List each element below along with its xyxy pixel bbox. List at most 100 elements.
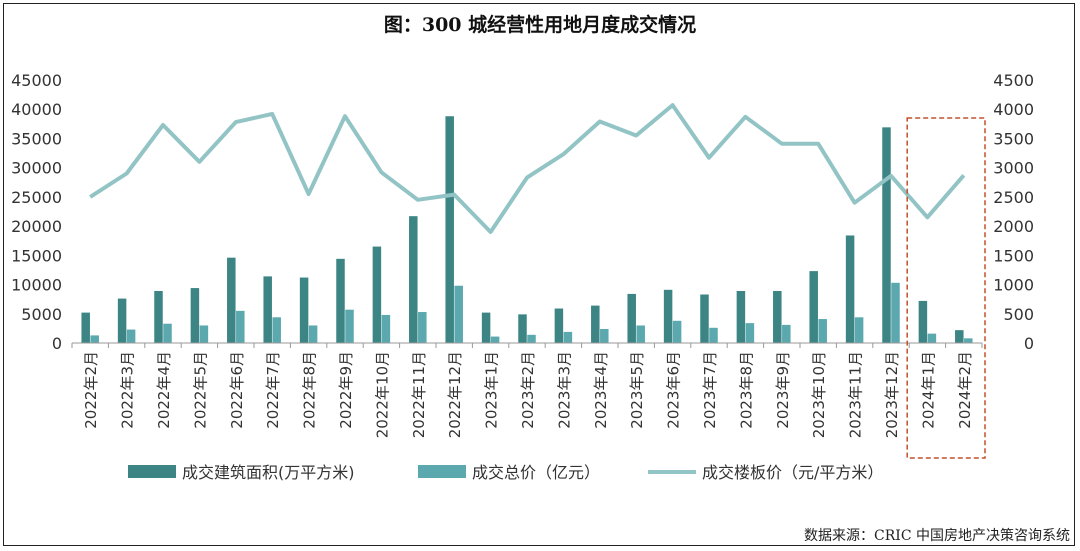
- price-bar: [272, 317, 281, 343]
- area-bar: [81, 312, 90, 343]
- right-axis-tick: 0: [1024, 334, 1034, 353]
- x-tick-label: 2023年7月: [701, 351, 719, 429]
- area-bar: [117, 298, 127, 343]
- area-bar: [918, 300, 928, 343]
- left-axis-tick: 25000: [11, 188, 62, 207]
- area-bar: [409, 216, 418, 343]
- x-tick-label: 2022年5月: [191, 351, 209, 429]
- line-series: [89, 103, 966, 234]
- price-bar: [927, 333, 937, 343]
- area-bar: [882, 127, 891, 343]
- x-tick-label: 2023年12月: [883, 351, 901, 438]
- price-bar: [308, 325, 318, 343]
- x-tick-label: 2022年4月: [155, 351, 173, 429]
- right-axis-tick: 4000: [993, 100, 1034, 119]
- legend-label: 成交总价（亿元）: [472, 463, 600, 482]
- x-tick-label: 2022年7月: [264, 351, 282, 429]
- left-axis-tick: 20000: [11, 217, 62, 236]
- price-bar: [964, 338, 973, 343]
- left-axis-tick: 40000: [11, 100, 62, 119]
- area-bar: [336, 258, 345, 343]
- right-axis-tick: 500: [1003, 305, 1034, 324]
- right-axis-tick: 2000: [993, 217, 1034, 236]
- x-tick-label: 2023年4月: [592, 351, 610, 429]
- area-bar: [445, 116, 454, 343]
- price-bar: [818, 319, 827, 343]
- area-bar: [627, 293, 636, 343]
- area-bar: [190, 288, 200, 343]
- x-tick-label: 2022年10月: [373, 351, 391, 438]
- left-axis-tick: 35000: [11, 129, 62, 148]
- area-bar: [299, 277, 309, 343]
- price-bar: [236, 310, 245, 343]
- price-bar: [490, 336, 500, 343]
- area-bar: [263, 276, 272, 343]
- price-bar: [418, 312, 427, 343]
- price-bar: [454, 285, 463, 343]
- area-bar: [845, 235, 855, 343]
- area-bar: [809, 271, 818, 343]
- x-axis-labels: 2022年2月 2022年3月 2022年4月 2022年5月 2022年6月 2022年…: [71, 343, 983, 438]
- price-bar: [672, 320, 682, 343]
- price-bar: [636, 325, 645, 343]
- left-axis-tick: 45000: [11, 71, 62, 90]
- x-tick-label: 2023年5月: [628, 351, 646, 429]
- area-bar: [955, 330, 964, 343]
- right-axis-tick: 4500: [993, 71, 1034, 90]
- left-axis-tick: 15000: [11, 246, 62, 265]
- left-axis-tick: 0: [52, 334, 62, 353]
- area-bar: [663, 289, 673, 343]
- price-bar: [600, 328, 609, 343]
- x-tick-label: 2022年3月: [119, 351, 137, 429]
- area-bar: [227, 257, 236, 343]
- legend-label: 成交楼板价（元/平方米）: [702, 463, 883, 482]
- right-axis-tick: 3500: [993, 129, 1034, 148]
- area-bar: [736, 290, 746, 343]
- price-bar: [709, 327, 718, 343]
- left-axis-tick: 30000: [11, 159, 62, 178]
- right-axis-tick: 1500: [993, 246, 1034, 265]
- area-bar: [591, 305, 600, 343]
- x-tick-label: 2023年11月: [847, 351, 865, 438]
- area-bar: [554, 308, 564, 343]
- legend-swatch: [128, 465, 176, 478]
- price-bar: [163, 323, 172, 343]
- x-tick-label: 2023年1月: [483, 351, 501, 429]
- price-bar: [90, 335, 99, 343]
- x-tick-label: 2024年1月: [919, 351, 937, 429]
- area-bar: [372, 246, 382, 343]
- price-bar: [891, 282, 900, 343]
- x-tick-label: 2024年2月: [956, 351, 974, 429]
- x-tick-label: 2022年11月: [410, 351, 428, 438]
- price-bar: [199, 325, 209, 343]
- x-tick-label: 2023年10月: [810, 351, 828, 438]
- left-axis-tick: 10000: [11, 276, 62, 295]
- legend-label: 成交建筑面积(万平方米): [182, 463, 355, 482]
- area-bar: [773, 290, 782, 343]
- price-bar: [381, 314, 391, 343]
- area-bar: [481, 312, 491, 343]
- right-axis-tick: 2500: [993, 188, 1034, 207]
- area-bar: [518, 314, 527, 343]
- left-axis-tick: 5000: [21, 305, 62, 324]
- x-tick-label: 2023年8月: [737, 351, 755, 429]
- chart-title: 图：300 城经营性用地月度成交情况: [383, 14, 697, 36]
- highlight-box-2024: [906, 117, 986, 459]
- x-tick-label: 2022年9月: [337, 351, 355, 429]
- legend: 成交建筑面积(万平方米) 成交总价（亿元） 成交楼板价（元/平方米）: [128, 463, 883, 482]
- left-axis: 45000 40000 35000 30000 25000 20000 15000 10000…: [11, 71, 62, 353]
- area-bar: [154, 290, 163, 343]
- x-tick-label: 2022年6月: [228, 351, 246, 429]
- price-bar: [345, 309, 354, 343]
- legend-swatch: [418, 465, 466, 478]
- area-bar: [700, 294, 709, 343]
- price-bar: [563, 331, 573, 343]
- data-source: 数据来源：CRIC 中国房地产决策咨询系统: [804, 528, 1070, 544]
- x-tick-label: 2022年12月: [446, 351, 464, 438]
- bar-series: [81, 116, 973, 343]
- price-bar: [745, 323, 755, 343]
- x-tick-label: 2022年8月: [301, 351, 319, 429]
- x-tick-label: 2022年2月: [82, 351, 100, 429]
- price-line: [89, 103, 966, 234]
- x-tick-label: 2023年3月: [555, 351, 573, 429]
